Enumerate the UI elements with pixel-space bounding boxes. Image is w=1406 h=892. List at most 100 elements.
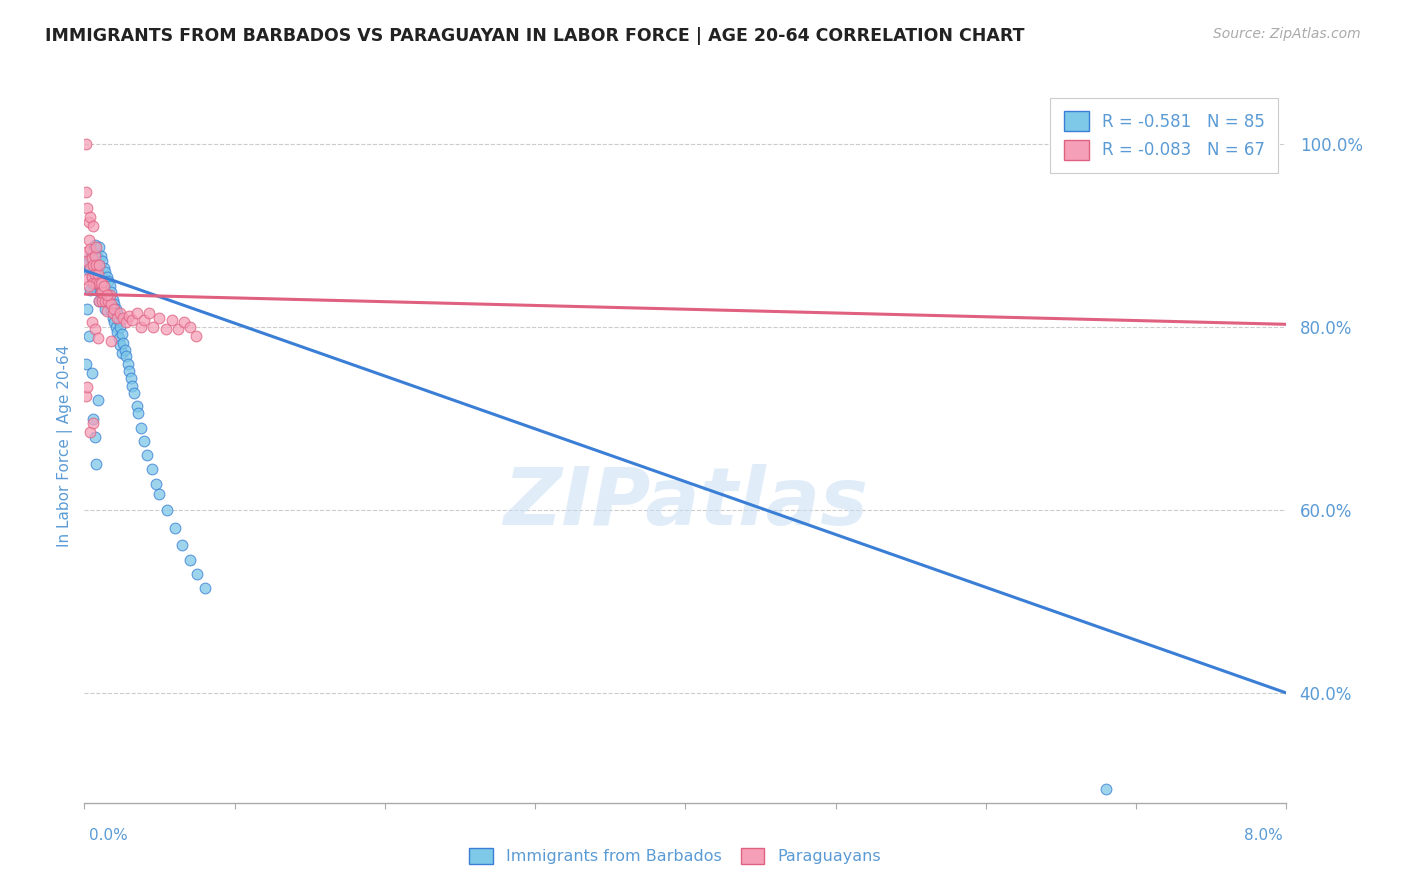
Point: [127, 406, 149, 420]
Point: [101, 310, 124, 325]
Point: [83, 267, 105, 281]
Point: [97, 293, 120, 307]
Point: [82, 258, 104, 272]
Point: [87, 393, 110, 408]
Point: [179, 320, 201, 334]
Text: ZIPatlas: ZIPatlas: [503, 464, 868, 542]
Point: [112, 335, 135, 350]
Point: [136, 448, 159, 462]
Point: [122, 386, 145, 401]
Point: [86, 265, 108, 279]
Point: [76, 272, 98, 286]
Point: [83, 430, 105, 444]
Point: [83, 274, 105, 288]
Point: [86, 458, 108, 472]
Point: [115, 316, 138, 330]
Point: [138, 306, 160, 320]
Point: [90, 285, 112, 300]
Point: [80, 366, 103, 380]
Point: [77, 233, 100, 247]
Point: [75, 357, 97, 371]
Point: [104, 320, 127, 334]
Point: [107, 306, 129, 320]
Point: [96, 303, 118, 318]
Point: [111, 345, 134, 359]
Point: [89, 258, 111, 272]
Point: [79, 252, 101, 266]
Point: [112, 310, 135, 325]
Point: [86, 247, 108, 261]
Point: [80, 316, 103, 330]
Point: [90, 267, 112, 281]
Point: [118, 309, 141, 323]
Legend: Immigrants from Barbados, Paraguayans: Immigrants from Barbados, Paraguayans: [463, 841, 887, 871]
Point: [120, 371, 142, 385]
Point: [80, 269, 103, 284]
Point: [114, 343, 136, 357]
Point: [83, 322, 105, 336]
Point: [86, 258, 108, 272]
Point: [86, 276, 108, 290]
Point: [82, 416, 104, 430]
Point: [103, 316, 125, 330]
Point: [110, 338, 132, 352]
Point: [100, 285, 122, 300]
Point: [77, 279, 100, 293]
Point: [101, 306, 124, 320]
Point: [1095, 782, 1118, 797]
Point: [82, 242, 104, 256]
Point: [93, 279, 115, 293]
Point: [77, 263, 100, 277]
Point: [96, 288, 118, 302]
Point: [82, 219, 104, 234]
Point: [166, 322, 188, 336]
Text: IMMIGRANTS FROM BARBADOS VS PARAGUAYAN IN LABOR FORCE | AGE 20-64 CORRELATION CH: IMMIGRANTS FROM BARBADOS VS PARAGUAYAN I…: [45, 27, 1025, 45]
Point: [89, 294, 111, 309]
Point: [76, 256, 98, 270]
Point: [107, 310, 129, 325]
Point: [125, 306, 148, 320]
Point: [155, 322, 177, 336]
Legend: R = -0.581   N = 85, R = -0.083   N = 67: R = -0.581 N = 85, R = -0.083 N = 67: [1050, 97, 1278, 173]
Point: [91, 272, 114, 286]
Point: [82, 276, 104, 290]
Point: [179, 553, 201, 567]
Point: [100, 303, 122, 318]
Point: [97, 274, 120, 288]
Point: [91, 276, 114, 290]
Point: [82, 279, 104, 293]
Point: [79, 211, 101, 225]
Point: [87, 267, 110, 281]
Point: [80, 247, 103, 261]
Point: [186, 567, 208, 582]
Point: [94, 265, 117, 279]
Point: [98, 288, 121, 302]
Point: [98, 279, 121, 293]
Point: [142, 320, 165, 334]
Point: [131, 420, 153, 434]
Point: [75, 137, 97, 152]
Point: [90, 285, 112, 300]
Point: [94, 301, 117, 316]
Point: [184, 329, 207, 343]
Point: [79, 284, 101, 298]
Point: [89, 276, 111, 290]
Point: [141, 462, 163, 476]
Point: [96, 288, 118, 302]
Point: [170, 538, 193, 552]
Point: [121, 312, 143, 326]
Point: [82, 411, 104, 425]
Point: [100, 334, 122, 348]
Point: [75, 185, 97, 199]
Point: [134, 434, 156, 448]
Y-axis label: In Labor Force | Age 20-64: In Labor Force | Age 20-64: [58, 345, 73, 547]
Point: [163, 521, 186, 535]
Point: [94, 284, 117, 298]
Point: [75, 389, 97, 403]
Point: [90, 276, 112, 290]
Point: [87, 269, 110, 284]
Point: [97, 294, 120, 309]
Point: [76, 201, 98, 215]
Point: [145, 477, 167, 491]
Point: [86, 239, 108, 253]
